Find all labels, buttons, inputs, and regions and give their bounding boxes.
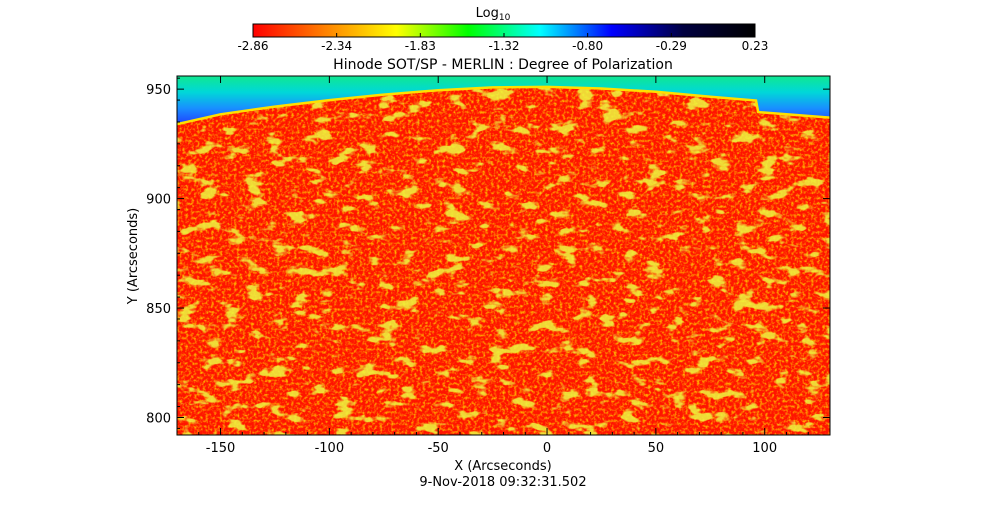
timestamp: 9-Nov-2018 09:32:31.502 — [419, 475, 586, 490]
solar-limb — [177, 85, 830, 126]
colorbar-tick-label: -1.83 — [405, 39, 436, 53]
y-tick-label: 800 — [146, 411, 171, 426]
chart-title: Hinode SOT/SP - MERLIN : Degree of Polar… — [333, 57, 673, 73]
y-axis-label: Y (Arcseconds) — [126, 208, 141, 305]
colorbar: Log10 -2.86 -2.34 -1.83 -1.32 -0.80 -0.29 0.23 — [237, 6, 768, 53]
colorbar-tick-label: 0.23 — [742, 39, 769, 53]
colorbar-tick-label: -0.80 — [572, 39, 603, 53]
x-tick-label: -50 — [428, 441, 449, 456]
colorbar-ticks: -2.86 -2.34 -1.83 -1.32 -0.80 -0.29 0.23 — [237, 33, 768, 53]
colorbar-tick-label: -2.86 — [237, 39, 268, 53]
colorbar-tick-label: -0.29 — [656, 39, 687, 53]
x-axis: -150 -100 -50 0 50 100 — [176, 76, 831, 456]
plot-area — [177, 76, 830, 435]
colorbar-tick-label: -1.32 — [488, 39, 519, 53]
colorbar-tick-label: -2.34 — [321, 39, 352, 53]
x-tick-label: 50 — [648, 441, 665, 456]
x-tick-label: -100 — [315, 441, 345, 456]
off-limb-sky — [177, 76, 830, 125]
colorbar-label: Log10 — [476, 6, 511, 23]
y-tick-label: 900 — [146, 193, 171, 208]
y-tick-label: 850 — [146, 302, 171, 317]
x-tick-label: -150 — [206, 441, 236, 456]
x-tick-label: 0 — [543, 441, 551, 456]
x-axis-label: X (Arcseconds) — [454, 459, 551, 474]
y-axis: 800 850 900 950 — [146, 77, 830, 429]
y-tick-label: 950 — [146, 83, 171, 98]
x-tick-label: 100 — [752, 441, 777, 456]
polarization-patches — [177, 76, 830, 435]
